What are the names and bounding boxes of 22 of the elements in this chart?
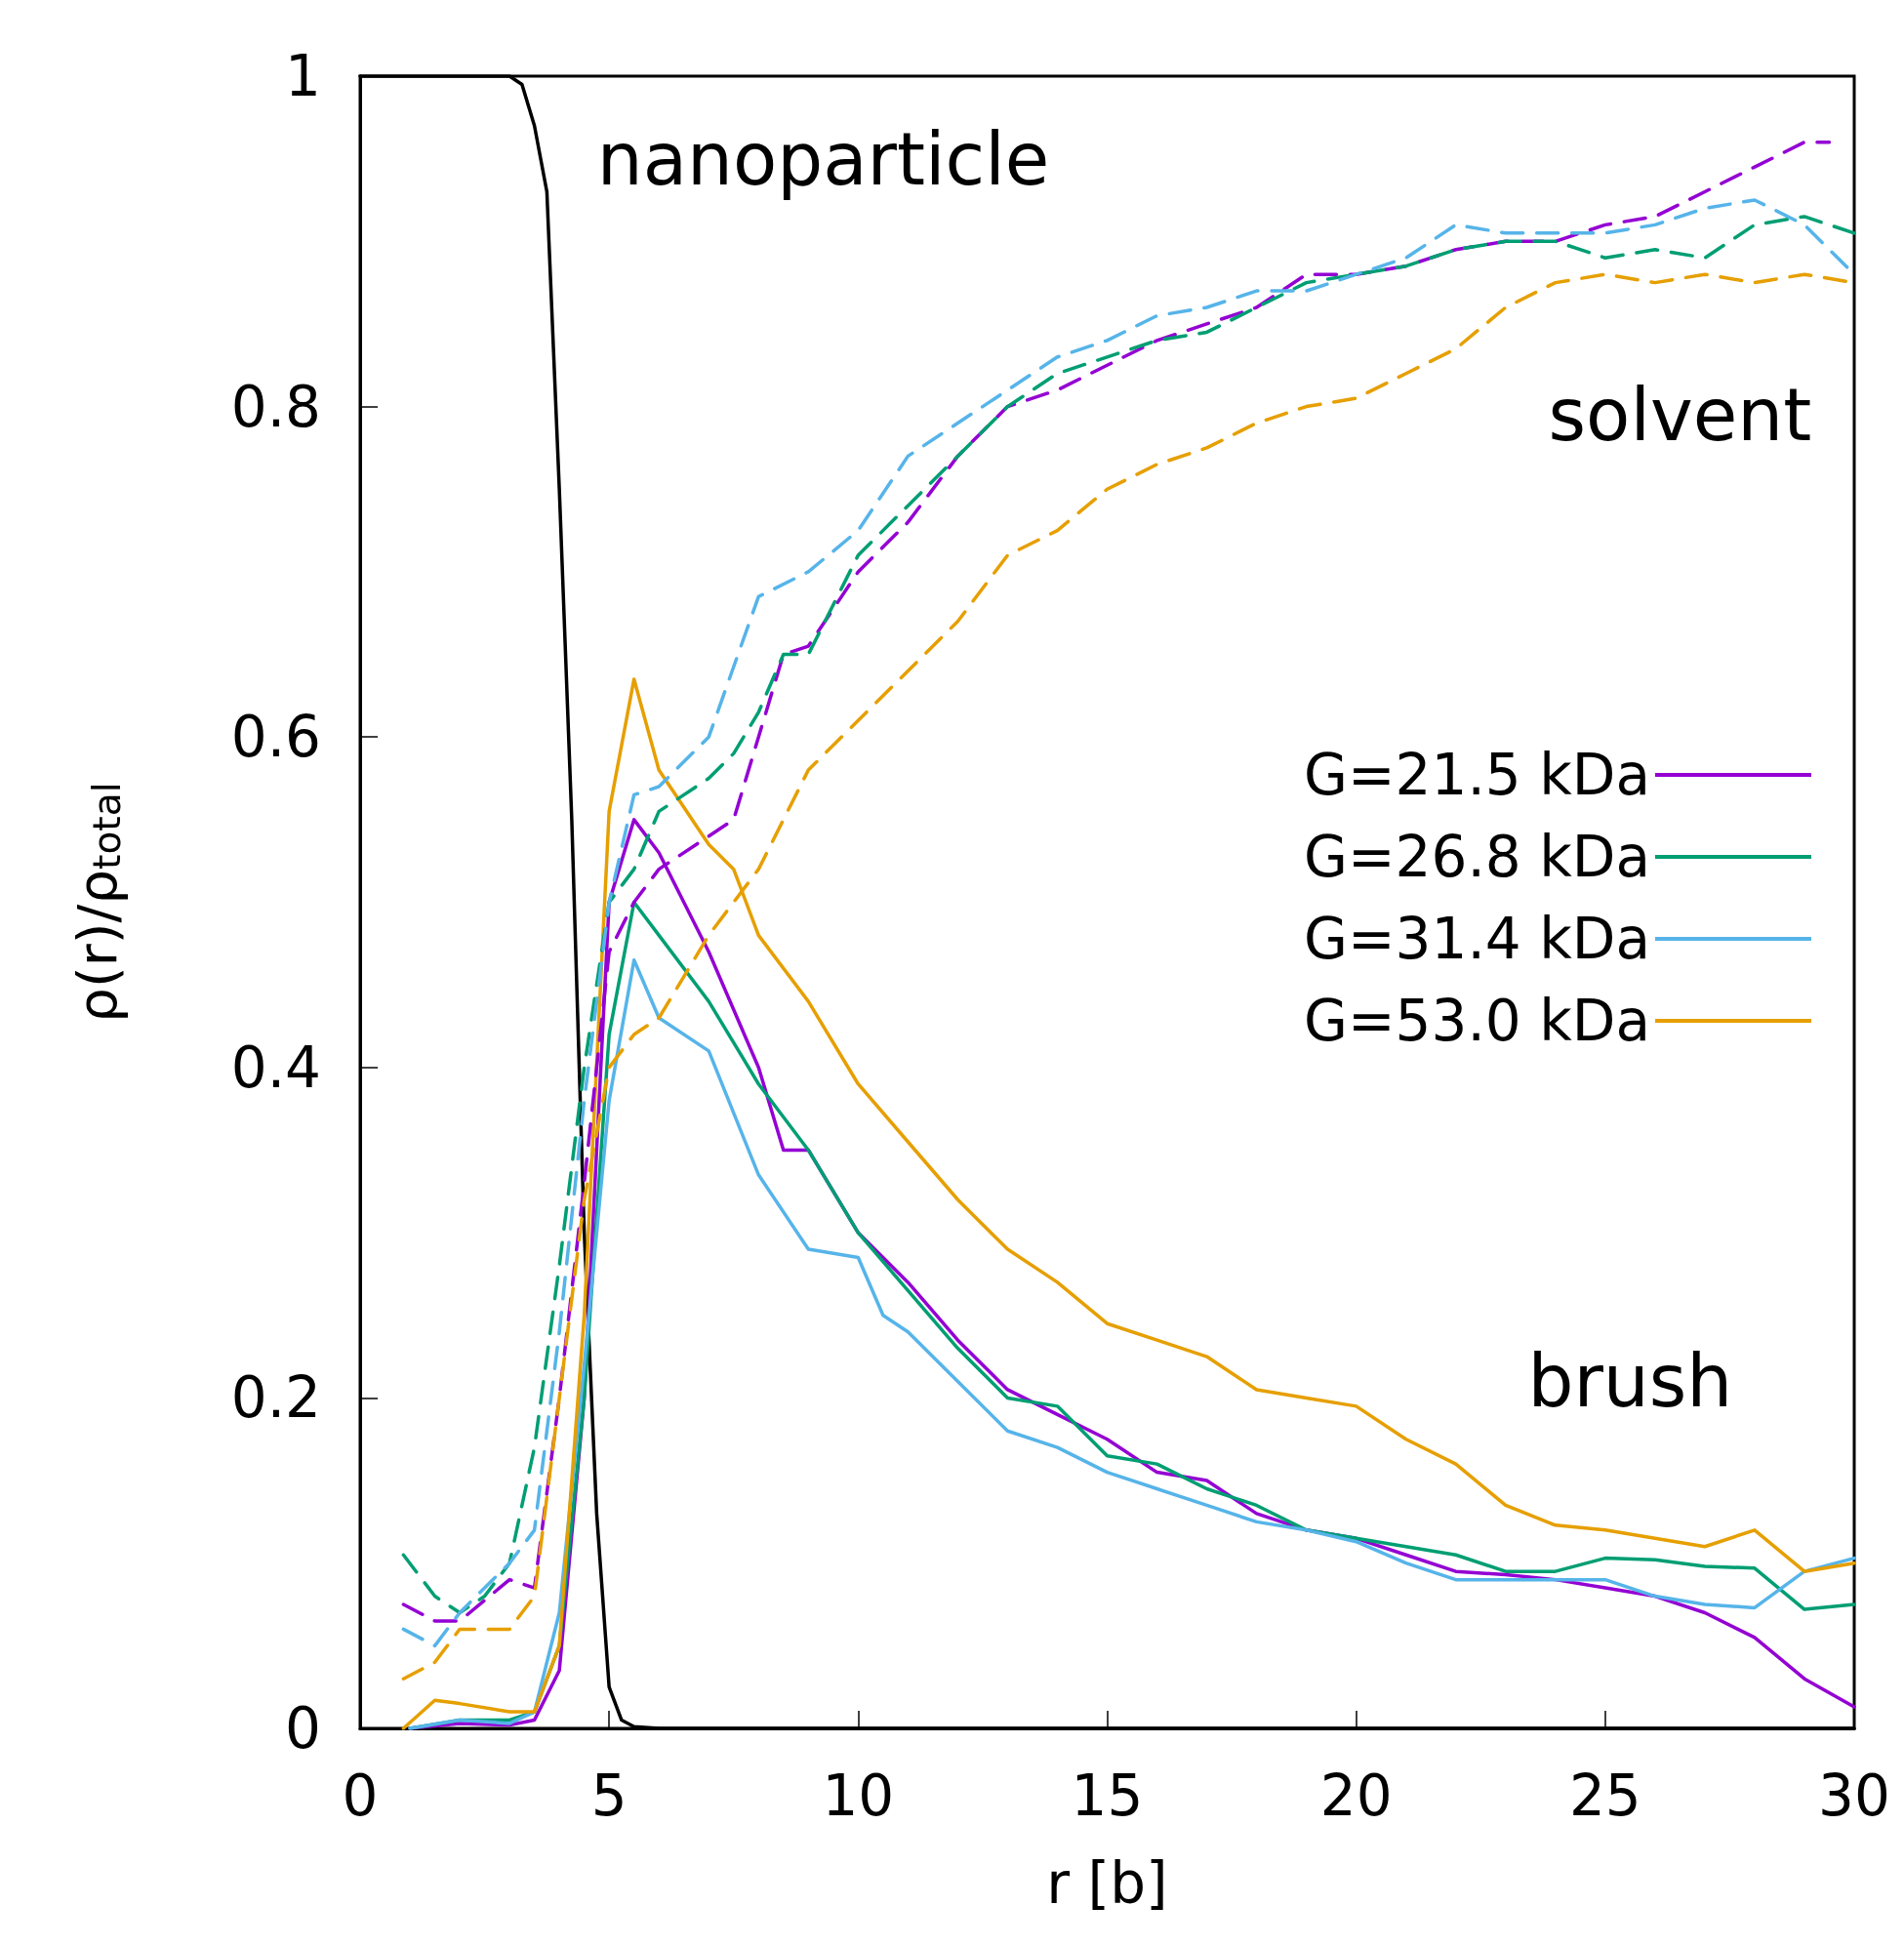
- y-tick-label: 0: [285, 1695, 321, 1762]
- legend-label: G=21.5 kDa: [1304, 742, 1650, 808]
- legend-label: G=26.8 kDa: [1304, 824, 1650, 890]
- y-tick-label: 0.2: [230, 1364, 321, 1432]
- y-tick-label: 0.6: [230, 704, 321, 771]
- x-tick-label: 30: [1818, 1763, 1890, 1829]
- y-tick-label: 0.4: [230, 1034, 321, 1101]
- x-tick-label: 20: [1319, 1763, 1393, 1829]
- annotation: brush: [1527, 1339, 1733, 1424]
- legend-label: G=31.4 kDa: [1304, 906, 1650, 972]
- x-tick-label: 25: [1568, 1763, 1641, 1829]
- y-axis-title: ρ(r)/ρtotal: [65, 782, 130, 1023]
- x-tick-label: 10: [822, 1763, 895, 1829]
- annotation: nanoparticle: [596, 116, 1050, 201]
- x-axis-title: r [b]: [1046, 1850, 1168, 1917]
- x-tick-label: 15: [1071, 1763, 1144, 1829]
- legend-label: G=53.0 kDa: [1304, 988, 1650, 1054]
- x-tick-label: 0: [342, 1763, 379, 1829]
- y-tick-label: 1: [285, 43, 321, 109]
- x-tick-label: 5: [590, 1763, 628, 1829]
- y-tick-label: 0.8: [230, 373, 321, 440]
- annotation: solvent: [1548, 373, 1812, 458]
